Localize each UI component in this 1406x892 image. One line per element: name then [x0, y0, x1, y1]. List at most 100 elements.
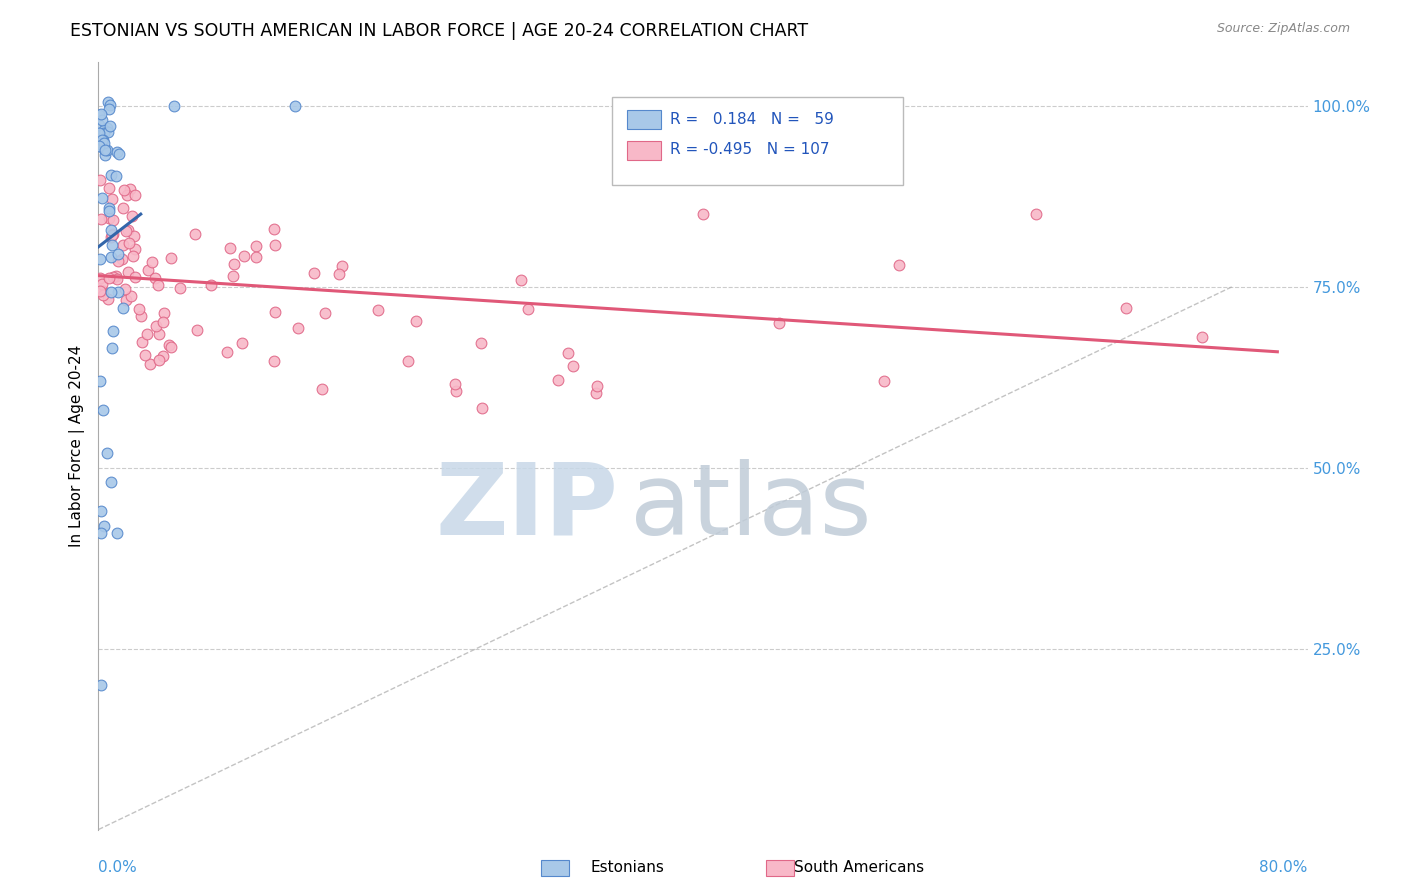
Point — [100, 223, 122, 237]
Point — [98, 102, 121, 116]
Point — [124, 187, 146, 202]
Point — [100, 285, 122, 299]
Point — [889, 258, 911, 272]
Point — [263, 354, 285, 368]
Point — [200, 278, 222, 293]
Point — [146, 277, 169, 292]
Point — [222, 257, 245, 271]
Point — [112, 201, 135, 215]
Point — [314, 306, 336, 320]
Point — [97, 95, 120, 109]
Point — [245, 250, 267, 264]
Point — [115, 187, 138, 202]
Point — [1191, 330, 1213, 344]
Text: ZIP: ZIP — [436, 458, 619, 556]
FancyBboxPatch shape — [613, 97, 903, 186]
Point — [510, 272, 533, 286]
Text: ESTONIAN VS SOUTH AMERICAN IN LABOR FORCE | AGE 20-24 CORRELATION CHART: ESTONIAN VS SOUTH AMERICAN IN LABOR FORC… — [70, 22, 808, 40]
Point — [398, 354, 420, 368]
Point — [692, 207, 714, 221]
Point — [117, 223, 139, 237]
Point — [470, 336, 492, 351]
Text: Estonians: Estonians — [591, 860, 665, 874]
Point — [100, 341, 122, 355]
Point — [231, 336, 253, 351]
Point — [89, 270, 111, 285]
Point — [93, 143, 115, 157]
Text: 0.0%: 0.0% — [98, 860, 138, 875]
Point — [768, 316, 790, 330]
Point — [105, 169, 128, 184]
Text: 80.0%: 80.0% — [1260, 860, 1308, 875]
Point — [183, 227, 205, 242]
Point — [586, 379, 609, 393]
Point — [160, 340, 183, 354]
Point — [98, 201, 121, 215]
Point — [562, 359, 585, 373]
Point — [263, 221, 285, 235]
Point — [98, 181, 121, 195]
Point — [89, 126, 111, 140]
Point — [124, 269, 146, 284]
Text: R = -0.495   N = 107: R = -0.495 N = 107 — [671, 143, 830, 157]
Point — [91, 132, 114, 146]
Point — [105, 268, 128, 283]
Point — [124, 229, 146, 244]
Point — [105, 525, 128, 540]
Point — [157, 338, 180, 352]
Point — [111, 237, 134, 252]
Point — [311, 383, 333, 397]
Point — [89, 108, 111, 122]
Point — [90, 106, 112, 120]
Point — [100, 168, 122, 182]
Point — [1024, 207, 1046, 221]
Point — [152, 315, 174, 329]
Point — [405, 314, 427, 328]
Point — [118, 182, 141, 196]
Point — [139, 358, 162, 372]
Point — [93, 126, 115, 140]
Point — [112, 182, 135, 196]
Point — [141, 255, 163, 269]
Point — [90, 525, 112, 540]
Point — [145, 319, 167, 334]
Point — [100, 250, 122, 264]
Point — [143, 270, 166, 285]
Point — [90, 212, 112, 227]
Text: R =   0.184   N =   59: R = 0.184 N = 59 — [671, 112, 834, 127]
Point — [90, 678, 112, 692]
Point — [330, 259, 353, 273]
Point — [471, 401, 494, 416]
Point — [87, 138, 110, 153]
Point — [215, 345, 238, 359]
Point — [91, 402, 114, 417]
Point — [98, 97, 121, 112]
Point — [121, 209, 143, 223]
Point — [115, 293, 138, 307]
Point — [89, 252, 111, 266]
Point — [114, 224, 136, 238]
Point — [547, 374, 569, 388]
Point — [585, 385, 607, 400]
Point — [148, 326, 170, 341]
Point — [117, 265, 139, 279]
Point — [169, 281, 191, 295]
Point — [96, 144, 118, 158]
Point — [122, 249, 145, 263]
Point — [100, 230, 122, 244]
Point — [97, 292, 120, 306]
Point — [93, 136, 115, 151]
Point — [100, 227, 122, 242]
Point — [136, 326, 159, 341]
Point — [222, 269, 245, 284]
Point — [93, 142, 115, 156]
Point — [101, 213, 124, 227]
Point — [105, 145, 128, 159]
Point — [186, 322, 208, 336]
Text: atlas: atlas — [630, 458, 872, 556]
Point — [94, 148, 117, 162]
Point — [89, 118, 111, 132]
Point — [287, 321, 309, 335]
Point — [97, 211, 120, 225]
Point — [284, 99, 307, 113]
